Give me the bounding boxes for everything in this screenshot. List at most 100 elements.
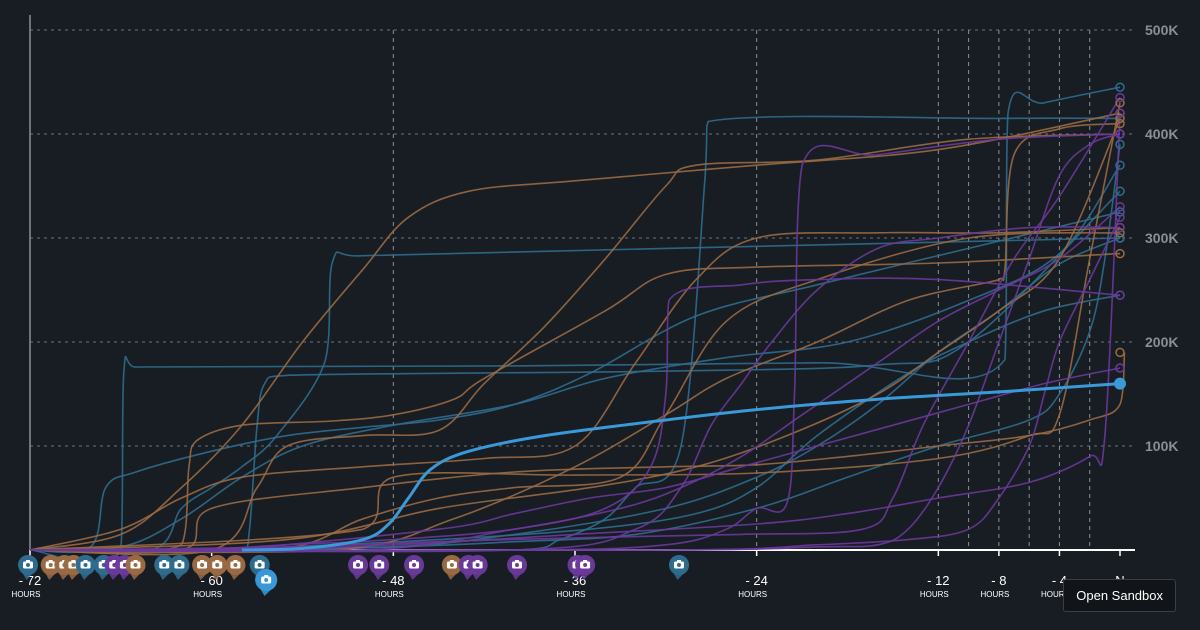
- camera-icon-top: [233, 560, 238, 562]
- camera-icon-lens: [200, 563, 205, 567]
- snapshot-marker[interactable]: [169, 555, 190, 580]
- x-tick-unit: HOURS: [738, 590, 767, 599]
- series-end-marker: [1115, 233, 1125, 243]
- snapshot-marker[interactable]: [575, 555, 596, 580]
- snapshot-marker[interactable]: [125, 555, 146, 580]
- highlight-series: [241, 377, 1126, 552]
- series-end-marker: [1115, 118, 1125, 129]
- camera-icon: [254, 560, 265, 569]
- series-end-marker: [1115, 113, 1125, 124]
- x-tick-label: - 8: [991, 573, 1006, 588]
- camera-icon: [230, 560, 241, 569]
- snapshot-marker[interactable]: [225, 555, 246, 580]
- camera-icon-lens: [48, 563, 53, 567]
- camera-icon-lens: [356, 563, 361, 567]
- highlight-snapshot-marker[interactable]: [255, 569, 278, 596]
- camera-icon-top: [412, 560, 417, 562]
- y-tick-label: 200K: [1145, 334, 1178, 350]
- series-line: [29, 112, 1121, 551]
- x-tick-unit: HOURS: [12, 590, 41, 599]
- series-end-marker: [1115, 186, 1125, 196]
- camera-icon-top: [257, 560, 262, 562]
- series-line: [29, 97, 1121, 551]
- series-end-marker: [1115, 160, 1125, 170]
- camera-icon-lens: [215, 563, 220, 567]
- snapshot-marker[interactable]: [207, 555, 228, 580]
- snapshot-marker[interactable]: [506, 555, 527, 580]
- snapshot-marker[interactable]: [348, 555, 369, 580]
- snapshot-marker[interactable]: [18, 555, 38, 580]
- series-line: [29, 164, 1121, 552]
- series-line: [29, 206, 1121, 553]
- series-line: [29, 252, 1121, 554]
- camera-icon-top: [26, 560, 30, 562]
- series-line: [29, 367, 1121, 553]
- snapshot-marker[interactable]: [404, 555, 425, 580]
- series-lines: [29, 86, 1126, 564]
- camera-icon-top: [112, 560, 117, 562]
- camera-icon-top: [133, 560, 138, 562]
- camera-icon: [446, 560, 457, 569]
- series-line: [29, 237, 1121, 554]
- camera-icon-top: [71, 560, 76, 562]
- camera-icon: [511, 560, 522, 569]
- snapshot-marker[interactable]: [467, 555, 488, 580]
- camera-icon: [130, 560, 141, 569]
- camera-icon-top: [475, 560, 480, 562]
- y-tick-labels: 100K 200K 300K 400K 500K: [1145, 22, 1178, 454]
- camera-icon-lens: [377, 563, 382, 567]
- highlight-line: [241, 382, 1121, 552]
- camera-icon: [580, 560, 591, 569]
- series-line: [29, 226, 1121, 553]
- series-end-marker: [1115, 248, 1125, 259]
- x-tick-unit: HOURS: [980, 590, 1009, 599]
- snapshot-marker[interactable]: [441, 555, 462, 580]
- y-tick-label: 500K: [1145, 22, 1178, 38]
- series-end-marker: [1115, 363, 1125, 373]
- snapshot-marker[interactable]: [192, 555, 213, 580]
- series-line: [29, 226, 1121, 551]
- x-tick-label: - 12: [927, 573, 949, 588]
- camera-icon-lens: [449, 563, 454, 567]
- camera-icon-top: [48, 560, 53, 562]
- camera-icon-top: [101, 560, 106, 562]
- series-end-marker: [1115, 108, 1125, 118]
- camera-icon: [197, 560, 208, 569]
- snapshot-marker[interactable]: [668, 555, 689, 580]
- camera-icon: [159, 560, 170, 569]
- camera-icon-lens: [83, 563, 88, 567]
- series-end-marker: [1115, 98, 1125, 108]
- snapshot-marker[interactable]: [75, 555, 96, 580]
- camera-icon: [673, 560, 684, 569]
- camera-icon-top: [83, 560, 88, 562]
- camera-icon-lens: [26, 563, 30, 567]
- camera-icon-top: [177, 560, 182, 562]
- snapshot-marker[interactable]: [249, 555, 270, 580]
- snapshot-marker[interactable]: [369, 555, 390, 580]
- x-tick-unit: HOURS: [375, 590, 404, 599]
- series-end-marker: [1115, 228, 1125, 238]
- x-tick-unit: HOURS: [920, 590, 949, 599]
- camera-icon: [261, 575, 272, 584]
- series-line: [29, 211, 1121, 554]
- x-tick-label: - 4: [1052, 573, 1067, 588]
- series-end-marker: [1115, 212, 1125, 222]
- camera-icon: [174, 560, 185, 569]
- series-end-marker: [1115, 222, 1125, 233]
- y-tick-label: 300K: [1145, 230, 1178, 246]
- camera-icon-lens: [177, 563, 182, 567]
- snapshot-markers[interactable]: [18, 555, 689, 596]
- camera-icon-top: [122, 560, 127, 562]
- series-end-marker: [1115, 290, 1125, 300]
- series-end-marker: [1115, 207, 1125, 217]
- camera-icon-lens: [475, 563, 480, 567]
- snapshot-marker[interactable]: [154, 555, 175, 580]
- camera-icon: [472, 560, 483, 569]
- camera-icon-top: [215, 560, 220, 562]
- open-sandbox-button[interactable]: Open Sandbox: [1063, 579, 1176, 612]
- series-line: [29, 86, 1121, 564]
- series-end-marker: [1115, 139, 1125, 150]
- camera-icon-top: [377, 560, 382, 562]
